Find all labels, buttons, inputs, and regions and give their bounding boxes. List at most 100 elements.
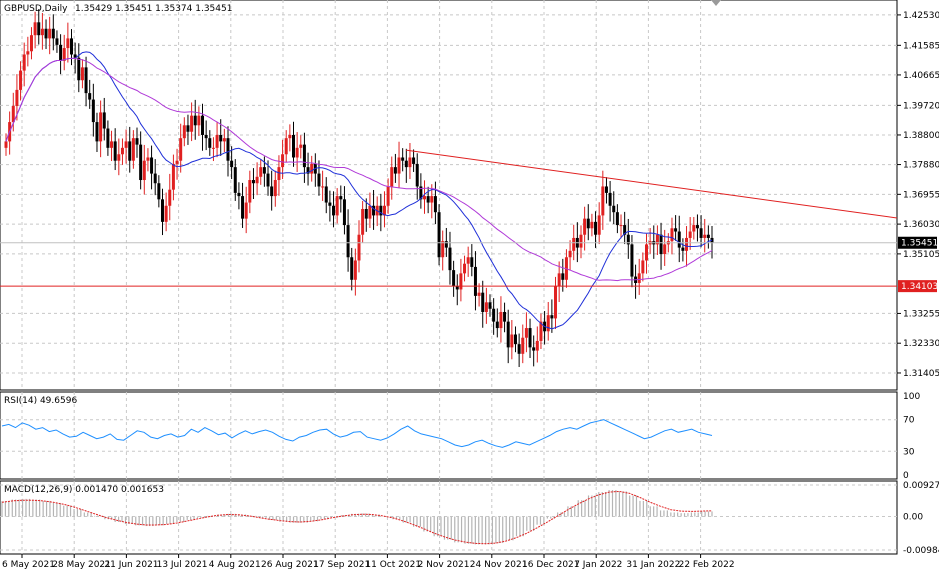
candle-body xyxy=(335,196,339,216)
candle-body xyxy=(142,160,146,181)
candle-body xyxy=(561,273,565,280)
price-axis-label: 1.35105 xyxy=(903,250,939,260)
candle-body xyxy=(95,122,99,142)
scroll-marker-icon[interactable] xyxy=(711,0,721,6)
candle-body xyxy=(230,160,234,168)
candle-body xyxy=(659,234,663,255)
candle-body xyxy=(164,205,168,222)
candle-body xyxy=(492,308,496,322)
price-axis-label: 1.36955 xyxy=(903,190,939,200)
candle-body xyxy=(586,218,590,229)
candle-body xyxy=(463,263,467,274)
candle-body xyxy=(266,173,270,187)
macd-axis-label: 0.009276 xyxy=(903,481,939,491)
candle-body xyxy=(452,270,456,287)
candle-body xyxy=(626,234,630,245)
candle-body xyxy=(182,125,186,139)
current-price-label: 1.35451 xyxy=(901,239,938,249)
candle-body xyxy=(273,180,277,197)
rsi-axis-label: 0 xyxy=(903,471,909,481)
candle-body xyxy=(241,196,245,219)
candle-body xyxy=(277,167,281,181)
candle-body xyxy=(597,215,601,235)
candle-body xyxy=(70,38,74,55)
candle-body xyxy=(572,237,576,251)
candle-body xyxy=(66,38,70,49)
candle-body xyxy=(404,160,408,168)
time-axis-label: 21 Jun 2021 xyxy=(104,560,158,570)
candle-body xyxy=(401,157,405,161)
candle-body xyxy=(171,163,175,190)
candle-body xyxy=(259,167,263,177)
candle-body xyxy=(477,292,481,296)
candle-body xyxy=(481,292,485,312)
candle-body xyxy=(113,141,117,161)
current-price-tag xyxy=(898,236,937,249)
candle-body xyxy=(568,250,572,258)
candle-body xyxy=(51,28,55,39)
candle-body xyxy=(590,221,594,229)
candle-body xyxy=(503,311,507,322)
trend-line[interactable] xyxy=(405,149,898,219)
candle-body xyxy=(353,260,357,280)
rsi-axis-label: 100 xyxy=(903,392,920,402)
candle-body xyxy=(473,266,477,296)
candle-body xyxy=(535,340,539,351)
candle-body xyxy=(495,321,499,329)
candle-body xyxy=(179,138,183,161)
candle-body xyxy=(583,218,587,235)
candle-body xyxy=(302,144,306,168)
candle-body xyxy=(131,138,135,161)
candle-body xyxy=(524,328,528,338)
rsi-title: RSI(14) 49.6596 xyxy=(4,396,77,406)
candle-body xyxy=(459,273,463,290)
candle-body xyxy=(77,57,81,81)
time-axis-label: 26 Aug 2021 xyxy=(261,560,319,570)
candle-body xyxy=(150,157,154,174)
chart-title: GBPUSD,Daily xyxy=(4,4,68,14)
candle-body xyxy=(117,154,121,161)
price-axis-label: 1.37880 xyxy=(903,161,939,171)
candle-body xyxy=(681,247,685,251)
candle-body xyxy=(699,228,703,238)
candle-body xyxy=(22,54,26,71)
candle-body xyxy=(233,167,237,193)
candle-body xyxy=(703,234,707,238)
candle-body xyxy=(80,67,84,81)
candle-body xyxy=(557,273,561,287)
candle-body xyxy=(466,257,470,264)
candle-body xyxy=(55,38,59,45)
candle-body xyxy=(521,337,525,354)
candle-body xyxy=(674,228,678,232)
candle-body xyxy=(386,186,390,206)
candle-body xyxy=(528,328,532,348)
candle-body xyxy=(415,163,419,187)
candle-body xyxy=(408,157,412,168)
candle-body xyxy=(4,141,8,148)
candle-body xyxy=(193,115,197,126)
candle-body xyxy=(397,157,401,174)
candle-body xyxy=(44,28,48,39)
macd-signal-line xyxy=(1,490,713,545)
candle-body xyxy=(284,138,288,155)
rsi-axis-label: 70 xyxy=(903,416,915,426)
candle-body xyxy=(19,70,23,90)
candle-body xyxy=(197,115,201,126)
candle-body xyxy=(604,186,608,193)
candle-body xyxy=(321,186,325,188)
rsi-pane xyxy=(0,391,898,480)
time-axis-label: 17 Sep 2021 xyxy=(313,560,370,570)
price-axis-label: 1.39720 xyxy=(903,101,939,111)
candle-body xyxy=(262,167,266,174)
candle-body xyxy=(62,48,66,61)
candle-body xyxy=(532,347,536,351)
rsi-axis-label: 30 xyxy=(903,447,915,457)
candle-body xyxy=(270,186,274,197)
candle-body xyxy=(670,228,674,242)
candle-body xyxy=(550,315,554,319)
rsi-grid xyxy=(0,392,897,479)
candle-body xyxy=(190,115,194,132)
candle-body xyxy=(211,147,215,149)
price-axis-labels: 1.42530 1.41585 1.40665 1.39720 1.38800 1.378… xyxy=(897,11,939,379)
